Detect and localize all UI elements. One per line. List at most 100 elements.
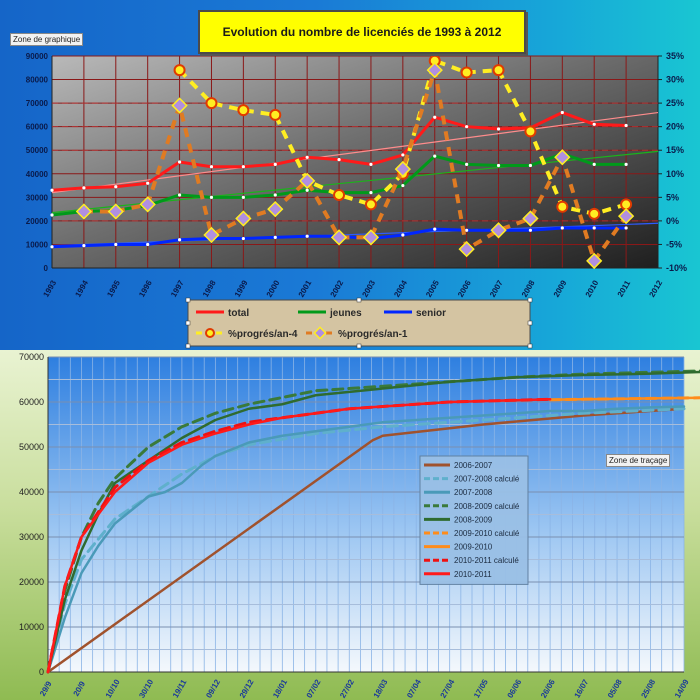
x-tick-label: 26/06 [539,677,557,699]
legend-label-2009-2010: 2009-2010 [454,543,493,552]
x-tick-label: 18/03 [372,677,390,699]
data-point-senior [305,234,309,238]
x-tick-label: 20/9 [72,679,88,697]
data-point-total [273,162,277,166]
legend-label-2007-2008-calcul: 2007-2008 calculé [454,475,520,484]
y-right-tick-label: 25% [666,98,684,108]
data-point-jeunes [528,163,533,168]
legend-handle [185,343,191,349]
chart2-legend: 2006-2007 2007-2008 calculé 2007-2008 2008-… [419,455,529,585]
data-point-total [177,160,182,164]
data-point-progr-s-an-1 [107,203,124,220]
y-right-tick-label: -5% [666,239,682,249]
y-left-tick-label: 60000 [26,123,49,132]
data-point-senior [146,242,150,247]
data-point-jeunes [273,193,277,197]
data-point-jeunes [624,162,628,166]
series-line-2007-2008 [46,405,686,674]
legend-label-jeunes: jeunes [329,308,362,319]
data-point-progr-s-an-1 [522,210,539,227]
y-tick-label: 0 [39,667,44,677]
x-tick-label: 17/05 [472,677,490,699]
data-point-progr-s-an-1 [554,149,571,166]
data-point-progr-s-an-1 [235,210,252,227]
data-point-jeunes [496,163,501,168]
data-point-senior [401,233,405,237]
data-point-total [465,125,469,129]
x-tick-label: 05/08 [606,677,624,699]
data-point-total [209,165,214,169]
data-point-senior [50,245,54,249]
data-point-jeunes [241,195,245,199]
data-point-progr-s-an-4 [364,198,377,211]
x-tick-label: 10/10 [104,677,122,699]
series-line-2010-2011 [46,398,552,674]
chart-title-box[interactable]: Evolution du nombre de licenciés de 1993… [198,10,526,54]
y-right-tick-label: 35% [666,51,684,61]
data-point-total [401,153,405,157]
data-point-jeunes [433,154,437,158]
data-point-jeunes [305,188,309,192]
data-point-total [560,110,564,115]
data-point-progr-s-an-1 [171,97,188,114]
data-point-total [496,127,501,131]
data-point-total [114,185,118,189]
y-tick-label: 20000 [19,577,44,587]
x-tick-label: 18/01 [271,677,289,699]
data-point-total [624,123,628,128]
legend-marker [205,328,215,338]
data-point-jeunes [401,183,405,188]
data-point-progr-s-an-1 [203,226,220,244]
series-line-2009-2010 [548,396,700,401]
data-point-senior [560,226,564,230]
x-tick-label: 07/04 [405,677,423,699]
data-point-progr-s-an-4 [237,104,250,117]
data-point-senior [114,242,118,247]
data-point-progr-s-an-1 [267,200,284,218]
data-point-progr-s-an-4 [524,125,537,138]
data-point-progr-s-an-4 [588,207,601,220]
data-point-progr-s-an-1 [330,229,348,246]
y-right-tick-label: 20% [666,122,684,132]
series-line-2008-2009 [46,370,700,674]
y-right-tick-label: 15% [666,145,684,155]
legend-handle [185,320,191,326]
legend-label-progr-s-an-1: %progrés/an-1 [338,329,408,340]
data-point-total [82,186,86,190]
y-left-tick-label: 10000 [26,240,49,249]
data-point-progr-s-an-1 [426,62,443,79]
data-point-senior [241,236,245,241]
data-point-total [592,122,596,126]
data-point-progr-s-an-4 [333,188,346,201]
data-point-progr-s-an-1 [394,160,411,178]
data-point-progr-s-an-4 [460,66,473,79]
legend-label-2008-2009-calcul: 2008-2009 calculé [454,502,520,511]
legend-box [187,299,531,347]
x-tick-label: 30/10 [137,677,155,699]
data-point-senior [82,244,86,248]
x-tick-label: 29/9 [38,679,54,697]
y-left-tick-label: 30000 [26,193,49,202]
data-point-total [337,158,341,162]
y-left-tick-label: 20000 [26,217,49,226]
data-point-jeunes [592,162,596,166]
x-tick-label: 07/02 [305,677,323,699]
data-point-progr-s-an-4 [269,108,282,121]
data-point-total [241,165,245,169]
y-right-tick-label: 30% [666,75,684,85]
y-right-tick-label: 5% [666,192,679,202]
x-tick-label: 29/12 [238,677,256,699]
data-point-total [305,155,309,159]
top-chart-svg: 0 10000 20000 30000 40000 50000 60000 70000 8000… [26,51,687,349]
data-point-jeunes [209,195,214,199]
data-point-progr-s-an-1 [75,203,93,220]
data-point-progr-s-an-1 [299,172,316,189]
data-point-jeunes [177,193,182,197]
y-left-tick-label: 80000 [26,76,49,85]
data-point-progr-s-an-1 [139,196,156,213]
legend-marker [313,326,327,340]
x-tick-label: 16/07 [573,677,591,699]
data-point-senior [624,226,628,230]
legend-label-2010-2011: 2010-2011 [454,570,492,579]
